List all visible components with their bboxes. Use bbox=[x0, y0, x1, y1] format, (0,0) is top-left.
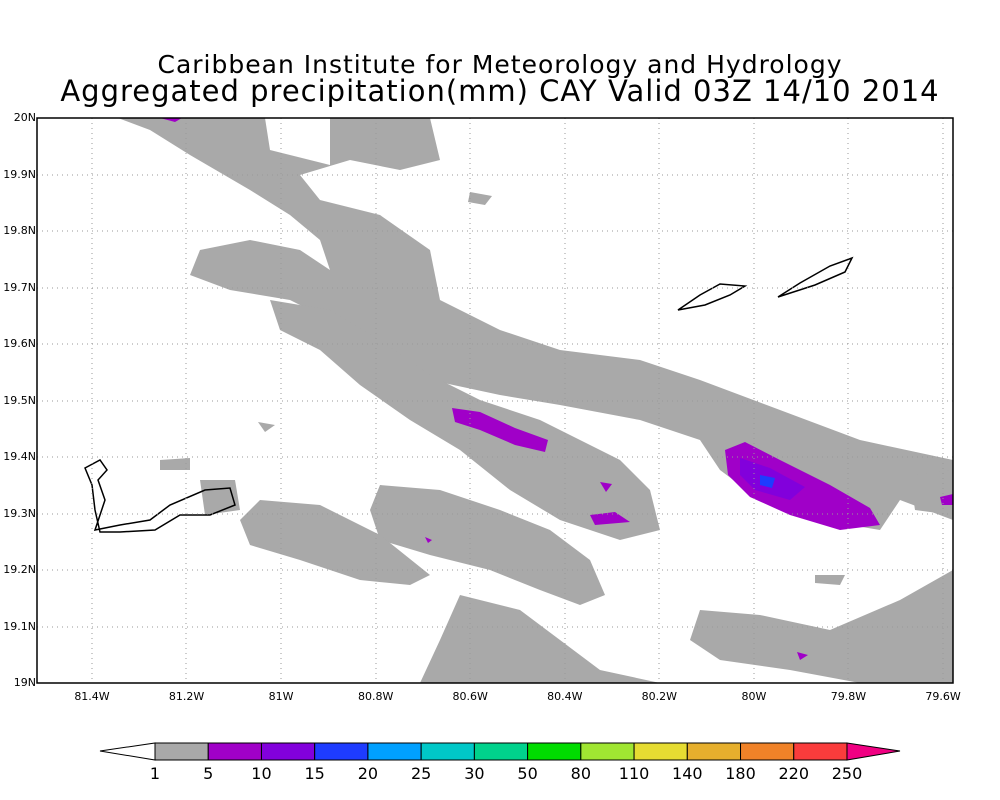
rain-band bbox=[815, 575, 845, 585]
rain-band bbox=[200, 480, 240, 515]
latitude-tick-label: 19.2N bbox=[3, 563, 36, 576]
gridlines bbox=[37, 118, 953, 683]
rain-band bbox=[240, 500, 430, 585]
map-frame bbox=[36, 117, 954, 684]
rain-band bbox=[690, 570, 953, 683]
longitude-tick-label: 81W bbox=[268, 690, 294, 703]
colorbar-swatch bbox=[580, 742, 635, 761]
colorbar-swatch bbox=[793, 742, 848, 761]
longitude-tick-label: 79.8W bbox=[830, 690, 867, 703]
cayman-brac-island bbox=[777, 256, 854, 298]
colorbar-swatch bbox=[740, 742, 795, 761]
latitude-tick-label: 19.1N bbox=[3, 619, 36, 633]
rain-band bbox=[468, 192, 492, 205]
longitude-tick-label: 80.4W bbox=[547, 690, 583, 703]
colorbar-swatch bbox=[473, 742, 529, 761]
heavy-precip-cells bbox=[160, 118, 953, 660]
latitude-tick-label: 19.6N bbox=[3, 337, 36, 350]
colorbar-label: 140 bbox=[672, 764, 703, 783]
colorbar-swatch bbox=[367, 742, 422, 761]
colorbar-swatch bbox=[686, 742, 742, 761]
colorbar-label: 50 bbox=[517, 764, 538, 783]
colorbar bbox=[99, 742, 901, 761]
rain-band bbox=[160, 458, 190, 470]
colorbar-swatch bbox=[633, 742, 688, 761]
figure-title: Aggregated precipitation(mm) CAY Valid 0… bbox=[60, 74, 940, 108]
rain-band bbox=[910, 470, 953, 515]
coastlines bbox=[84, 256, 854, 533]
latitude-tick-label: 19N bbox=[13, 676, 36, 689]
latitude-tick-label: 19.4N bbox=[3, 450, 36, 463]
colorbar-label: 15 bbox=[304, 764, 325, 783]
colorbar-label: 250 bbox=[831, 764, 863, 783]
latitude-tick-label: 19.5N bbox=[3, 393, 36, 407]
colorbar-swatch bbox=[207, 742, 262, 761]
colorbar-swatch bbox=[527, 742, 582, 761]
colorbar-label: 25 bbox=[410, 764, 432, 783]
colorbar-label: 80 bbox=[570, 764, 591, 783]
longitude-tick-label: 81.2W bbox=[168, 690, 205, 703]
colorbar-label: 5 bbox=[203, 764, 214, 783]
grand-cayman-island bbox=[84, 459, 236, 533]
colorbar-label: 30 bbox=[464, 764, 485, 783]
rain-band bbox=[370, 485, 605, 605]
colorbar-under-arrow bbox=[99, 742, 156, 761]
longitude-tick-label: 80.6W bbox=[452, 690, 488, 703]
latitude-tick-label: 19.9N bbox=[3, 167, 36, 181]
longitude-tick-label: 81.4W bbox=[74, 690, 110, 703]
latitude-tick-label: 19.7N bbox=[3, 280, 36, 294]
colorbar-label: 110 bbox=[618, 764, 650, 783]
colorbar-swatch bbox=[314, 742, 369, 761]
rain-band bbox=[118, 118, 953, 530]
rain-band bbox=[420, 595, 660, 683]
longitude-tick-label: 80W bbox=[741, 690, 767, 703]
latitude-tick-label: 20N bbox=[13, 111, 36, 124]
longitude-tick-label: 80.2W bbox=[641, 690, 678, 703]
rain-band bbox=[258, 422, 275, 432]
colorbar-label: 180 bbox=[725, 764, 756, 783]
colorbar-swatch bbox=[420, 742, 475, 761]
colorbar-swatch bbox=[154, 742, 209, 761]
little-cayman-island bbox=[677, 283, 748, 311]
colorbar-over-arrow bbox=[846, 742, 901, 761]
latitude-tick-label: 19.8N bbox=[3, 224, 36, 237]
figure-institute-title: Caribbean Institute for Meteorology and … bbox=[157, 50, 843, 79]
colorbar-label: 1 bbox=[149, 764, 161, 783]
longitude-tick-label: 80.8W bbox=[357, 690, 394, 703]
latitude-tick-label: 19.3N bbox=[3, 506, 36, 520]
colorbar-label: 220 bbox=[778, 764, 810, 783]
colorbar-label: 20 bbox=[357, 764, 379, 783]
longitude-tick-label: 79.6W bbox=[925, 690, 961, 703]
colorbar-label: 10 bbox=[251, 764, 272, 783]
colorbar-swatch bbox=[260, 742, 316, 761]
